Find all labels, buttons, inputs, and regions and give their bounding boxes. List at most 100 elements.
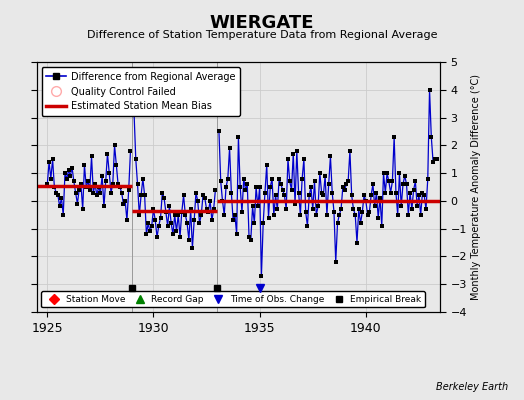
Point (326, 153, 335, 160)
Point (178, 209, 186, 215)
Point (153, 234, 161, 240)
Point (347, 192, 356, 198)
Point (103, 150, 112, 157)
Point (170, 212, 179, 218)
Point (206, 198, 214, 204)
Point (254, 203, 262, 210)
Point (48, 156, 57, 162)
Point (201, 195, 209, 201)
Point (73, 200, 82, 207)
Point (111, 142, 119, 148)
Point (100, 203, 108, 210)
Point (224, 176, 232, 182)
Point (367, 192, 375, 198)
Point (167, 220, 176, 226)
Point (61, 170, 69, 176)
Point (257, 273, 266, 279)
Point (386, 189, 395, 196)
Point (176, 234, 184, 240)
Point (77, 181, 85, 188)
Point (169, 231, 177, 238)
Point (47, 176, 55, 182)
Point (397, 203, 406, 210)
Point (134, 181, 142, 188)
Point (85, 186, 94, 193)
Point (238, 209, 246, 215)
Point (413, 203, 421, 210)
Point (227, 189, 236, 196)
Text: Difference of Station Temperature Data from Regional Average: Difference of Station Temperature Data f… (87, 30, 437, 40)
Point (339, 184, 347, 190)
Point (241, 186, 249, 193)
Point (278, 186, 287, 193)
Point (431, 156, 439, 162)
Point (277, 181, 285, 188)
Point (148, 223, 156, 229)
Point (294, 189, 303, 196)
Point (163, 223, 172, 229)
Point (155, 223, 163, 229)
Point (233, 231, 241, 238)
Point (292, 148, 301, 154)
Point (351, 212, 359, 218)
Point (248, 203, 257, 210)
Point (43, 181, 51, 188)
Point (66, 173, 74, 179)
Point (301, 209, 310, 215)
Point (225, 145, 234, 151)
Point (114, 181, 122, 188)
Point (98, 173, 106, 179)
Point (406, 189, 414, 196)
Point (259, 220, 267, 226)
Point (142, 231, 150, 238)
Point (425, 86, 434, 93)
Point (286, 178, 294, 185)
Point (291, 200, 299, 207)
Point (54, 192, 62, 198)
Point (409, 186, 418, 193)
Point (162, 209, 170, 215)
Point (332, 259, 340, 265)
Point (68, 164, 77, 171)
Point (195, 220, 204, 226)
Point (79, 206, 87, 212)
Point (432, 156, 441, 162)
Point (215, 128, 223, 135)
Point (353, 239, 361, 246)
Point (245, 234, 253, 240)
Point (372, 189, 380, 196)
Point (314, 203, 322, 210)
Point (341, 186, 349, 193)
Point (350, 206, 358, 212)
Point (62, 176, 71, 182)
Point (137, 192, 145, 198)
Point (94, 184, 103, 190)
Point (193, 198, 202, 204)
Text: WIERGATE: WIERGATE (210, 14, 314, 32)
Point (130, 109, 138, 115)
Point (270, 212, 278, 218)
Point (374, 214, 383, 221)
Point (119, 200, 127, 207)
Point (333, 220, 342, 226)
Point (323, 212, 331, 218)
Point (156, 214, 165, 221)
Point (400, 173, 409, 179)
Point (318, 189, 326, 196)
Point (362, 198, 370, 204)
Point (80, 162, 89, 168)
Point (395, 170, 403, 176)
Point (408, 206, 416, 212)
Point (364, 212, 372, 218)
Point (268, 176, 276, 182)
Point (229, 217, 237, 224)
Point (108, 181, 117, 188)
Point (219, 198, 227, 204)
Point (57, 195, 66, 201)
Point (126, 148, 135, 154)
Point (52, 189, 60, 196)
Point (202, 206, 211, 212)
Point (135, 212, 144, 218)
Point (414, 192, 423, 198)
Point (89, 189, 97, 196)
